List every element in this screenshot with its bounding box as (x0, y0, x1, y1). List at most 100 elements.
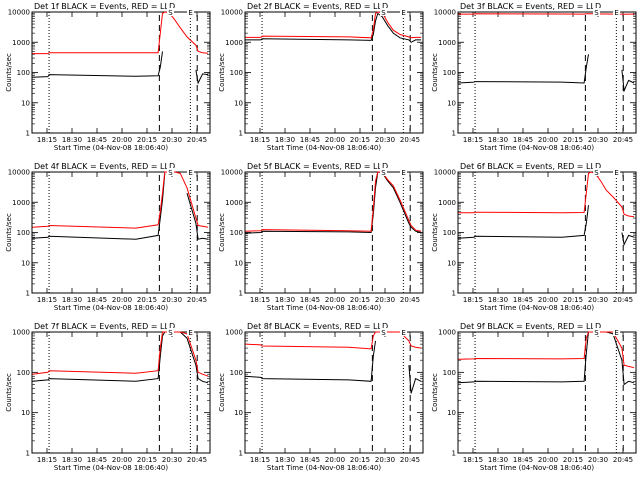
y-tick-label: 1 (452, 290, 456, 298)
marker-bg (380, 8, 388, 16)
series-line-red (32, 331, 209, 377)
series-line-black (458, 54, 635, 93)
y-tick-label: 10 (234, 99, 243, 107)
x-tick-label: 18:30 (488, 136, 508, 144)
series-line-red (32, 171, 209, 229)
x-tick-label: 18:15 (250, 296, 270, 304)
marker-bg (400, 168, 408, 176)
detector-panel-2: Det 2f BLACK = Events, RED = LLD 1 10 100 10… (218, 2, 424, 152)
x-tick-label: 20:45 (400, 296, 420, 304)
y-tick-label: 10 (21, 99, 30, 107)
x-tick-label: 20:15 (350, 136, 370, 144)
y-axis-label: Counts/sec (5, 213, 13, 252)
x-tick-label: 20:45 (613, 136, 633, 144)
x-tick-label: 20:15 (350, 456, 370, 464)
marker-bg (380, 168, 388, 176)
marker-bg (187, 8, 195, 16)
marker-label: E (401, 169, 405, 177)
panel-title: Det 5f BLACK = Events, RED = LLD (247, 162, 388, 171)
x-tick-label: 20:15 (563, 136, 583, 144)
x-tick-label: 18:15 (463, 136, 483, 144)
x-tick-label: 20:30 (162, 136, 182, 144)
x-tick-label: 18:45 (513, 136, 533, 144)
plot-frame (244, 11, 424, 134)
series-line-red (245, 11, 422, 39)
x-tick-label: 18:45 (87, 296, 107, 304)
marker-label: E (188, 9, 192, 17)
y-tick-label: 1 (26, 450, 30, 458)
x-tick-label: 20:00 (538, 136, 558, 144)
marker-bg (400, 328, 408, 336)
x-axis-label: Start Time (04-Nov-08 18:06:40) (54, 464, 168, 472)
y-tick-label: 10 (21, 409, 30, 417)
y-tick-label: 1 (239, 290, 243, 298)
marker-bg (593, 328, 601, 336)
y-tick-label: 1000 (438, 329, 456, 337)
y-tick-label: 1 (26, 130, 30, 138)
series-line-red (458, 171, 635, 218)
y-tick-label: 1 (239, 450, 243, 458)
x-axis-label: Start Time (04-Nov-08 18:06:40) (54, 144, 168, 152)
x-tick-label: 20:30 (588, 136, 608, 144)
y-axis-label: Counts/sec (5, 53, 13, 92)
x-tick-label: 20:00 (538, 456, 558, 464)
x-tick-label: 20:15 (137, 136, 157, 144)
y-axis-label: Counts/sec (431, 53, 439, 92)
y-tick-label: 100 (17, 229, 30, 237)
x-tick-label: 20:45 (187, 136, 207, 144)
y-axis-label: Counts/sec (218, 53, 226, 92)
plot-frame (31, 11, 211, 134)
series-line-red (245, 331, 422, 350)
marker-bg (167, 8, 175, 16)
marker-label: E (614, 329, 618, 337)
y-tick-label: 10 (21, 259, 30, 267)
y-tick-label: 100 (230, 369, 243, 377)
x-axis-label: Start Time (04-Nov-08 18:06:40) (267, 464, 381, 472)
marker-label: E (188, 169, 192, 177)
y-tick-label: 10000 (8, 169, 30, 177)
y-tick-label: 1000 (225, 329, 243, 337)
y-tick-label: 1000 (438, 39, 456, 47)
x-tick-label: 18:30 (62, 136, 82, 144)
x-tick-label: 18:15 (463, 456, 483, 464)
plot-frame (244, 331, 424, 454)
x-tick-label: 20:45 (613, 296, 633, 304)
y-tick-label: 10000 (8, 9, 30, 17)
x-axis-label: Start Time (04-Nov-08 18:06:40) (480, 304, 594, 312)
x-tick-label: 18:30 (275, 456, 295, 464)
panel-title: Det 1f BLACK = Events, RED = LLD (34, 2, 175, 11)
x-tick-label: 20:45 (400, 136, 420, 144)
x-tick-label: 20:30 (375, 296, 395, 304)
marker-label: S (594, 9, 599, 17)
x-tick-label: 18:45 (513, 456, 533, 464)
x-tick-label: 18:45 (300, 136, 320, 144)
detector-panel-6: Det 6f BLACK = Events, RED = LLD 1 10 100 10… (431, 162, 637, 312)
y-tick-label: 100 (443, 229, 456, 237)
y-tick-label: 1 (452, 450, 456, 458)
y-tick-label: 1000 (12, 39, 30, 47)
panel-title: Det 2f BLACK = Events, RED = LLD (247, 2, 388, 11)
x-tick-label: 20:30 (375, 456, 395, 464)
y-axis-label: Counts/sec (5, 373, 13, 412)
marker-bg (613, 8, 621, 16)
y-tick-label: 10 (234, 409, 243, 417)
x-tick-label: 20:30 (588, 456, 608, 464)
x-tick-label: 20:15 (563, 456, 583, 464)
y-tick-label: 1000 (225, 199, 243, 207)
x-tick-label: 20:00 (325, 456, 345, 464)
marker-bg (593, 8, 601, 16)
x-tick-label: 18:15 (463, 296, 483, 304)
x-tick-label: 18:45 (300, 296, 320, 304)
x-tick-label: 18:15 (37, 136, 57, 144)
series-line-black (32, 331, 209, 384)
detector-panel-7: Det 7f BLACK = Events, RED = LLD 1 10 100 10… (5, 322, 211, 472)
x-tick-label: 20:30 (588, 296, 608, 304)
marker-label: S (594, 329, 599, 337)
y-tick-label: 10000 (434, 9, 456, 17)
x-tick-label: 18:30 (488, 296, 508, 304)
x-tick-label: 20:00 (112, 456, 132, 464)
marker-label: S (594, 169, 599, 177)
x-tick-label: 20:30 (162, 296, 182, 304)
series-line-black (245, 340, 422, 394)
detector-panel-1: Det 1f BLACK = Events, RED = LLD 1 10 100 10… (5, 2, 211, 152)
